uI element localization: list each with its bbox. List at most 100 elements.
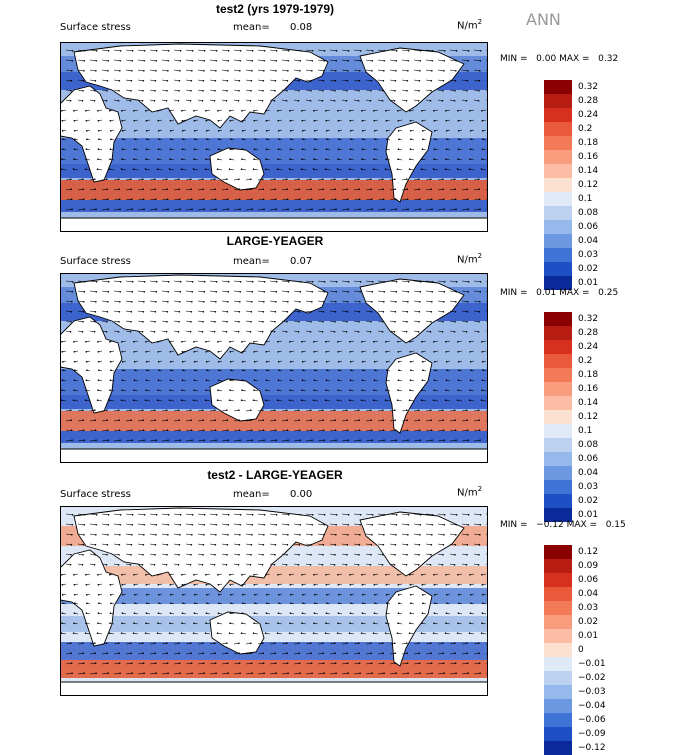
vector-head (417, 564, 420, 566)
vector-head (153, 331, 156, 333)
stress-vector (317, 523, 325, 526)
stress-vector (317, 79, 324, 82)
vector-head (481, 574, 483, 576)
stress-vector (221, 553, 228, 556)
vector-head (214, 321, 216, 323)
vector-head (262, 419, 265, 421)
vector-head (190, 80, 193, 82)
vector-head (441, 100, 444, 102)
vector-head (157, 584, 160, 586)
stress-vector (401, 642, 407, 645)
stress-vector (89, 290, 97, 293)
vector-head (470, 602, 472, 604)
vector-head (359, 208, 361, 210)
stress-band (60, 431, 488, 443)
vector-head (241, 379, 244, 381)
vector-head (240, 399, 243, 401)
stress-vector (365, 429, 372, 432)
stress-vector (77, 409, 83, 412)
vector-head (249, 564, 252, 566)
vector-head (106, 409, 108, 411)
vector-head (346, 652, 349, 654)
vector-head (133, 584, 136, 586)
stress-vector (245, 59, 253, 62)
stress-vector (185, 320, 192, 323)
stress-vector (293, 59, 301, 62)
vector-head (337, 130, 340, 132)
colorbar-tick-label: 0.01 (578, 510, 599, 520)
stress-vector (77, 280, 85, 283)
vector-head (61, 361, 64, 363)
vector-head (194, 369, 196, 371)
vector-head (310, 554, 312, 556)
vector-head (82, 409, 84, 411)
vector-head (455, 291, 458, 293)
vector-head (373, 612, 376, 614)
stress-vector (125, 290, 133, 293)
vector-head (94, 188, 97, 190)
vector-head (409, 584, 412, 586)
stress-vector (149, 320, 156, 323)
stress-vector (137, 59, 145, 62)
stress-vector (77, 642, 83, 645)
stress-vector (473, 79, 480, 82)
stress-vector (317, 553, 324, 556)
vector-head (214, 642, 216, 644)
stress-vector (389, 543, 396, 546)
vector-head (419, 50, 422, 52)
stress-vector (401, 543, 408, 546)
stress-vector (89, 178, 95, 181)
vector-head (482, 369, 484, 371)
vector-head (107, 60, 110, 62)
vector-head (406, 652, 409, 654)
stress-vector (353, 198, 360, 201)
stress-vector (401, 290, 409, 293)
vector-head (275, 291, 278, 293)
stress-vector (473, 439, 481, 442)
vector-head (418, 321, 420, 323)
vector-head (371, 524, 374, 526)
vector-head (361, 158, 363, 160)
vector-head (82, 188, 85, 190)
vector-head (85, 148, 88, 150)
vector-head (154, 662, 157, 664)
vector-head (334, 544, 337, 546)
vector-head (251, 208, 253, 210)
colorbar-tick-label: 0.2 (578, 356, 593, 366)
vector-head (82, 652, 85, 654)
vector-head (72, 399, 75, 401)
stress-band (60, 566, 488, 584)
vector-head (239, 672, 241, 674)
vector-head (479, 70, 481, 72)
stress-vector (293, 642, 299, 645)
vector-head (73, 351, 76, 353)
vector-head (60, 632, 63, 634)
colorbar-swatch (544, 559, 572, 573)
vector-head (406, 409, 408, 411)
vector-head (361, 389, 363, 391)
vector-head (95, 439, 97, 441)
vector-head (166, 554, 168, 556)
vector-head (155, 208, 157, 210)
stress-vector (413, 300, 420, 303)
vector-head (178, 419, 181, 421)
vector-head (410, 369, 412, 371)
vector-head (322, 642, 324, 644)
vector-head (286, 90, 288, 92)
vector-head (358, 311, 361, 313)
vector-head (442, 188, 445, 190)
vector-head (301, 584, 304, 586)
vector-head (336, 632, 339, 634)
vector-head (370, 544, 373, 546)
vector-head (274, 554, 276, 556)
stress-vector (233, 188, 240, 191)
vector-head (202, 80, 205, 82)
vector-head (95, 301, 97, 303)
stress-vector (161, 672, 169, 675)
vector-head (107, 208, 109, 210)
vector-head (395, 439, 397, 441)
vector-head (179, 439, 181, 441)
vector-head (134, 369, 136, 371)
vector-head (478, 554, 480, 556)
vector-head (430, 80, 433, 82)
